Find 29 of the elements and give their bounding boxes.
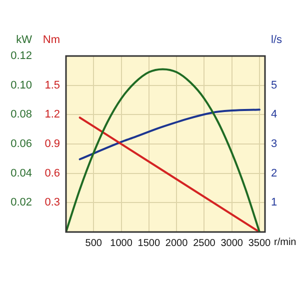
y-axis-title: kW	[16, 34, 33, 46]
x-axis-title: r/min	[274, 236, 296, 248]
y-tick-label: 0.02	[10, 196, 32, 209]
y-tick-label: 0.08	[10, 108, 32, 121]
y3-tick-label: 1	[271, 196, 278, 209]
y-tick-label: 0.10	[10, 79, 32, 92]
x-tick-label: 3000	[220, 238, 244, 249]
y2-tick-label: 0.9	[44, 138, 60, 150]
y3-tick-label: 5	[271, 79, 278, 92]
y3-tick-label: 4	[271, 108, 278, 121]
y2-tick-label: 0.3	[44, 196, 60, 209]
y2-axis-title: Nm	[42, 34, 60, 46]
line-series	[78, 108, 260, 160]
y2-tick-label: 1.2	[44, 108, 60, 121]
x-tick-label: 1500	[138, 238, 160, 249]
y2-tick-label: 1.5	[44, 79, 60, 92]
line-series	[66, 68, 260, 232]
x-tick-label: 2500	[193, 238, 216, 249]
y3-tick-label: 2	[271, 167, 278, 180]
y-tick-label: 0.04	[10, 167, 32, 180]
y3-axis-title: l/s	[271, 34, 282, 46]
x-tick-label: 2000	[165, 238, 188, 249]
x-tick-label: 3500	[248, 238, 272, 249]
y-tick-label: 0.12	[10, 50, 32, 62]
y3-tick-label: 3	[271, 138, 278, 150]
x-tick-label: 1000	[110, 238, 133, 249]
y2-tick-label: 0.6	[44, 167, 60, 180]
x-tick-label: 500	[85, 238, 102, 249]
y-tick-label: 0.06	[10, 138, 32, 150]
